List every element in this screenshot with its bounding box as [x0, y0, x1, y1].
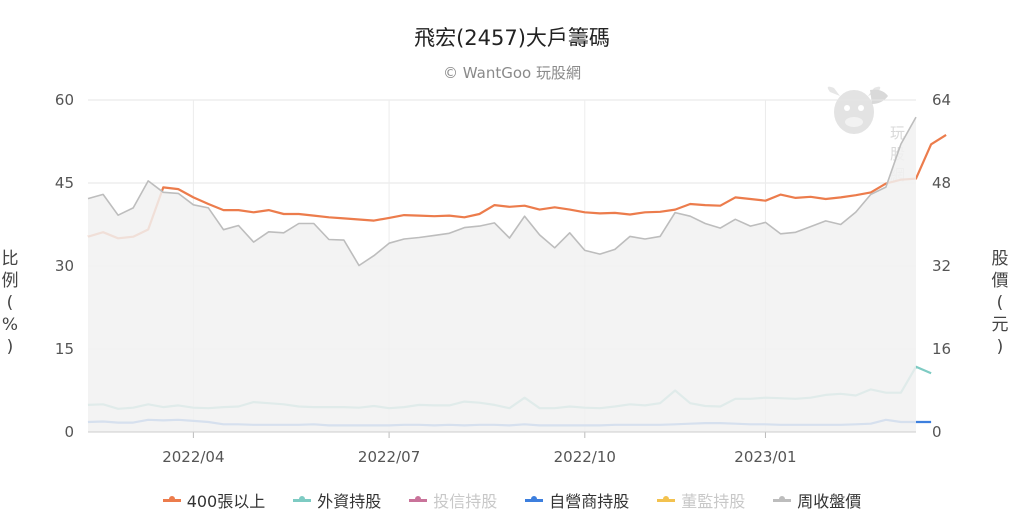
legend-label: 周收盤價	[797, 492, 862, 511]
series-line-周收盤價	[87, 116, 917, 267]
left-axis-title: 比例(%)	[0, 248, 20, 358]
legend-label: 董監持股	[681, 492, 746, 511]
legend-item[interactable]: 周收盤價	[773, 488, 861, 512]
legend-item[interactable]: 投信持股	[409, 488, 497, 512]
chart-plot: 0 0 15 16 30 32 45 48 60 64 2022/04 2022/07 2022/10 2…	[55, 91, 951, 466]
chart-subtitle: © WantGoo 玩股網	[443, 64, 581, 82]
legend: 400張以上 外資持股 投信持股 自營商持股 董監持股 周收盤價	[0, 488, 1024, 512]
right-tick-label: 16	[932, 340, 951, 358]
series-area-周收盤價	[88, 117, 916, 432]
left-tick-label: 45	[55, 174, 74, 192]
right-tick-label: 32	[932, 257, 951, 275]
legend-label: 自營商持股	[549, 492, 630, 511]
left-axis-title-text: 比例(%)	[1, 249, 19, 357]
right-tick-label: 48	[932, 174, 951, 192]
legend-item[interactable]: 董監持股	[657, 488, 745, 512]
chart-title: 飛宏(2457)大戶籌碼	[414, 26, 610, 50]
series-line-400張以上	[87, 133, 947, 240]
legend-swatch-icon	[293, 496, 312, 502]
left-tick-label: 60	[55, 91, 74, 109]
x-tick-label: 2022/07	[358, 448, 420, 466]
bull-logo-icon	[827, 86, 888, 134]
right-tick-label: 64	[932, 91, 951, 109]
x-tick-label: 2022/10	[554, 448, 616, 466]
left-tick-label: 15	[55, 340, 74, 358]
x-tick-label: 2023/01	[734, 448, 796, 466]
legend-swatch-icon	[525, 496, 544, 502]
left-tick-label: 0	[64, 423, 74, 441]
legend-swatch-icon	[162, 496, 181, 502]
left-tick-label: 30	[55, 257, 74, 275]
legend-swatch-icon	[409, 496, 428, 502]
right-axis-title-text: 股價(元)	[991, 249, 1009, 357]
legend-item[interactable]: 外資持股	[293, 488, 381, 512]
legend-label: 投信持股	[433, 492, 498, 511]
x-tick-label: 2022/04	[162, 448, 224, 466]
right-axis-title: 股價(元)	[988, 248, 1012, 358]
legend-swatch-icon	[773, 496, 792, 502]
legend-label: 外資持股	[317, 492, 382, 511]
legend-item[interactable]: 400張以上	[162, 488, 266, 512]
legend-item[interactable]: 自營商持股	[525, 488, 629, 512]
right-tick-label: 0	[932, 423, 942, 441]
legend-swatch-icon	[657, 496, 676, 502]
legend-label: 400張以上	[186, 492, 266, 511]
